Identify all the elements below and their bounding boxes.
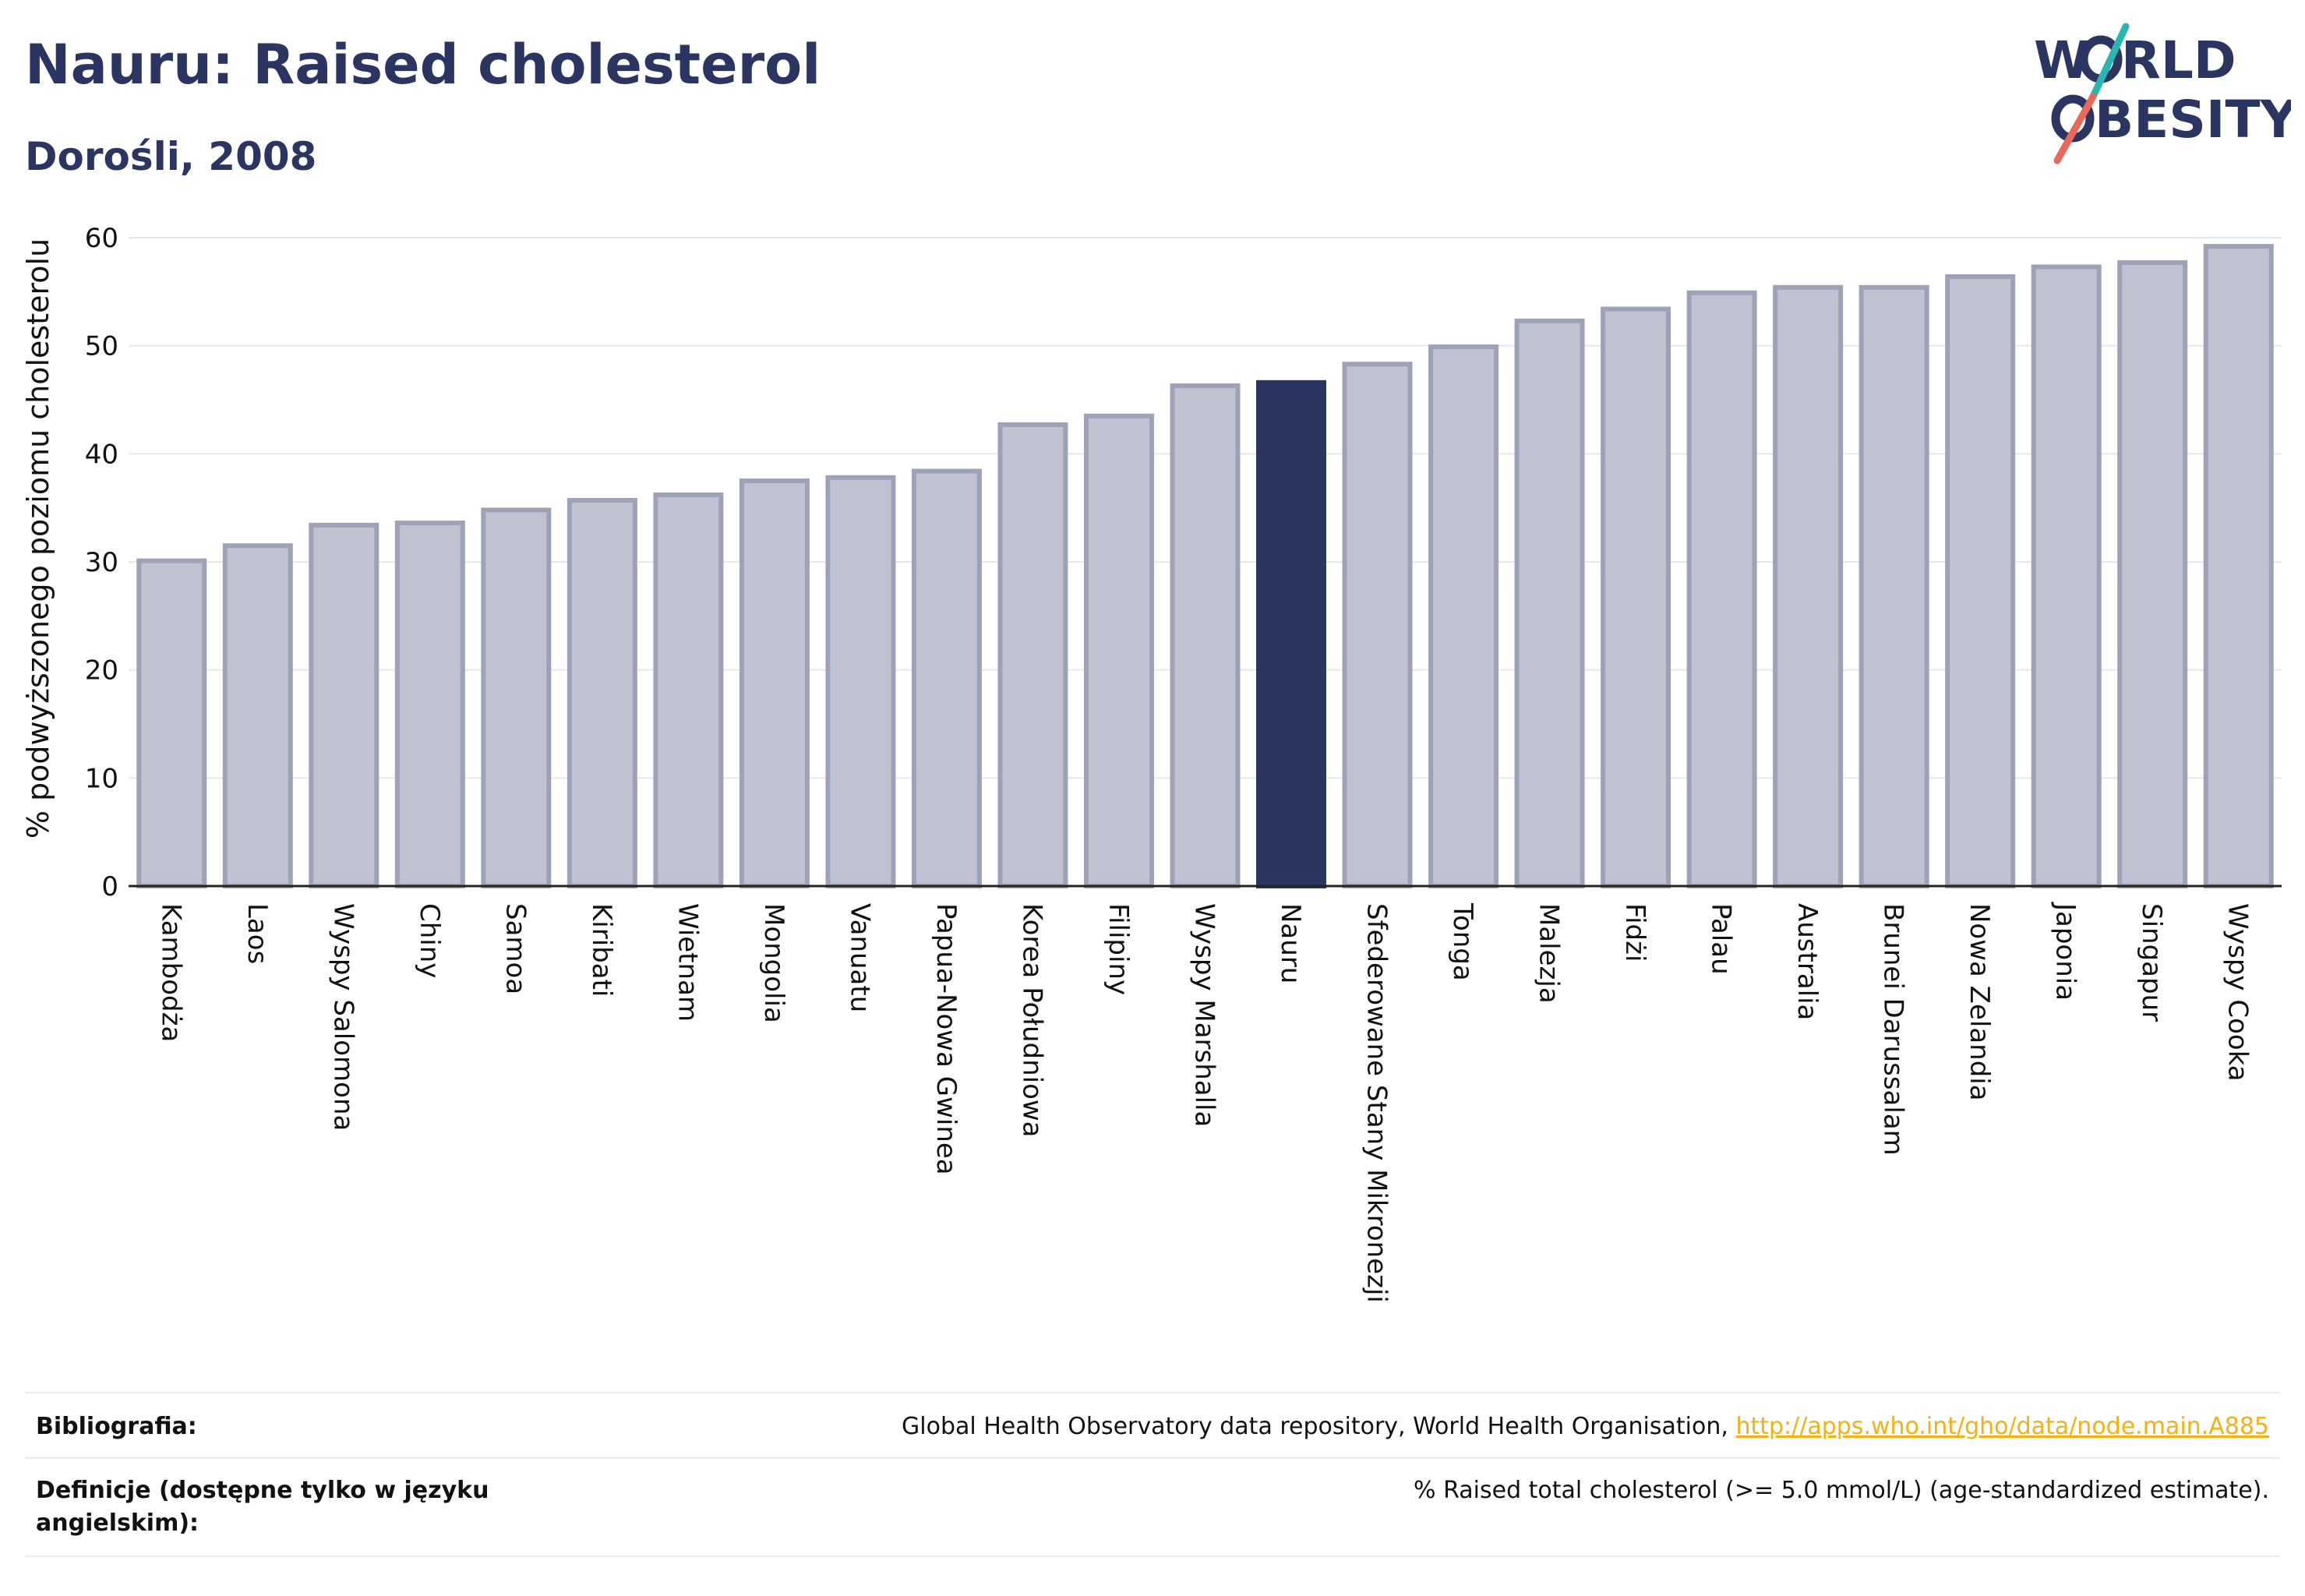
x-category-label: Nauru: [1275, 903, 1306, 983]
x-category-label: Singapur: [2136, 903, 2167, 1022]
bar: [653, 493, 724, 888]
bibliography-label: Bibliografia:: [36, 1413, 197, 1440]
y-axis-label: % podwyższonego poziomu cholesterolu: [21, 238, 55, 839]
bar: [997, 422, 1068, 888]
bars: [136, 244, 2274, 889]
bar: [825, 475, 896, 888]
bar: [309, 522, 379, 888]
bar: [394, 521, 465, 889]
logo-letters-rld: RLD: [2121, 30, 2236, 90]
bar: [567, 497, 637, 889]
bar: [1945, 274, 2016, 889]
y-tick-label: 30: [85, 547, 118, 578]
logo-letters-besity: BESITY: [2095, 90, 2291, 150]
bar-highlight: [1256, 380, 1327, 888]
footer-row-bibliography: Bibliografia: Global Health Observatory …: [25, 1392, 2280, 1459]
footer-row-definitions: Definicje (dostępne tylko w języku angie…: [25, 1457, 2280, 1557]
bar: [1170, 383, 1241, 888]
x-category-labels: Kambodża Laos Wyspy Salomona Chiny Samoa Kiri…: [155, 902, 2253, 1303]
definitions-label: Definicje (dostępne tylko w języku angie…: [36, 1477, 489, 1537]
y-tick-label: 40: [85, 439, 118, 470]
x-category-label: Sfederowane Stany Mikronezji: [1361, 903, 1393, 1303]
chart-subtitle: Dorośli, 2008: [25, 134, 317, 179]
bar: [739, 478, 810, 888]
x-category-label: Brunei Darussalam: [1878, 903, 1909, 1156]
x-category-label: Malezja: [1534, 903, 1565, 1004]
x-category-label: Palau: [1706, 903, 1737, 975]
bar: [1514, 318, 1585, 889]
bar: [1686, 290, 1757, 889]
chart-title: Nauru: Raised cholesterol: [25, 33, 821, 97]
x-category-label: Vanuatu: [844, 903, 875, 1012]
bar: [2203, 244, 2274, 888]
y-tick-label: 20: [85, 655, 118, 687]
bar: [136, 558, 207, 888]
x-category-label: Kambodża: [155, 903, 186, 1042]
x-category-label: Korea Południowa: [1016, 903, 1047, 1138]
x-category-label: Wyspy Marshalla: [1189, 903, 1220, 1127]
bibliography-text: Global Health Observatory data repositor…: [902, 1413, 1736, 1440]
bar: [1858, 284, 1929, 888]
x-category-label: Mongolia: [758, 903, 789, 1023]
x-category-label: Chiny: [414, 903, 445, 978]
x-category-label: Wyspy Cooka: [2222, 903, 2254, 1082]
y-tick-label: 0: [101, 871, 118, 902]
logo-slash-red: [2053, 93, 2097, 164]
x-category-label: Wyspy Salomona: [327, 903, 358, 1131]
bar: [2031, 264, 2102, 888]
y-tick-labels: 0 10 20 30 40 50 60: [85, 223, 118, 902]
x-category-label: Tonga: [1447, 902, 1478, 981]
bar: [481, 507, 552, 888]
bar: [1083, 413, 1154, 888]
x-category-label: Filipiny: [1103, 903, 1134, 995]
definitions-value: % Raised total cholesterol (>= 5.0 mmol/…: [1414, 1477, 2269, 1504]
x-category-label: Japonia: [2050, 902, 2081, 1001]
bar: [911, 468, 982, 888]
world-obesity-logo: W RLD BESITY: [2034, 23, 2291, 164]
bar: [1342, 362, 1413, 888]
bibliography-value: Global Health Observatory data repositor…: [902, 1411, 2269, 1443]
logo-slash-teal: [2089, 23, 2130, 101]
bar: [1601, 306, 1671, 888]
bar: [222, 543, 293, 888]
y-tick-label: 60: [85, 223, 118, 254]
x-category-label: Australia: [1791, 903, 1823, 1020]
x-category-label: Nowa Zelandia: [1964, 903, 1995, 1101]
bar: [1428, 344, 1499, 888]
x-category-label: Wietnam: [672, 903, 703, 1022]
bibliography-link[interactable]: http://apps.who.int/gho/data/node.main.A…: [1735, 1413, 2269, 1440]
x-category-label: Laos: [242, 903, 273, 964]
bar-chart: 0 10 20 30 40 50 60 Kambodża Laos Wyspy Salomona…: [21, 223, 2282, 1303]
y-tick-label: 10: [85, 763, 118, 794]
x-category-label: Samoa: [499, 903, 531, 994]
bar: [2117, 260, 2188, 889]
y-tick-label: 50: [85, 331, 118, 362]
x-category-label: Fidżi: [1619, 903, 1650, 962]
bar: [1773, 284, 1844, 888]
x-category-label: Papua-Nowa Gwinea: [930, 903, 962, 1175]
x-category-label: Kiribati: [586, 903, 617, 997]
